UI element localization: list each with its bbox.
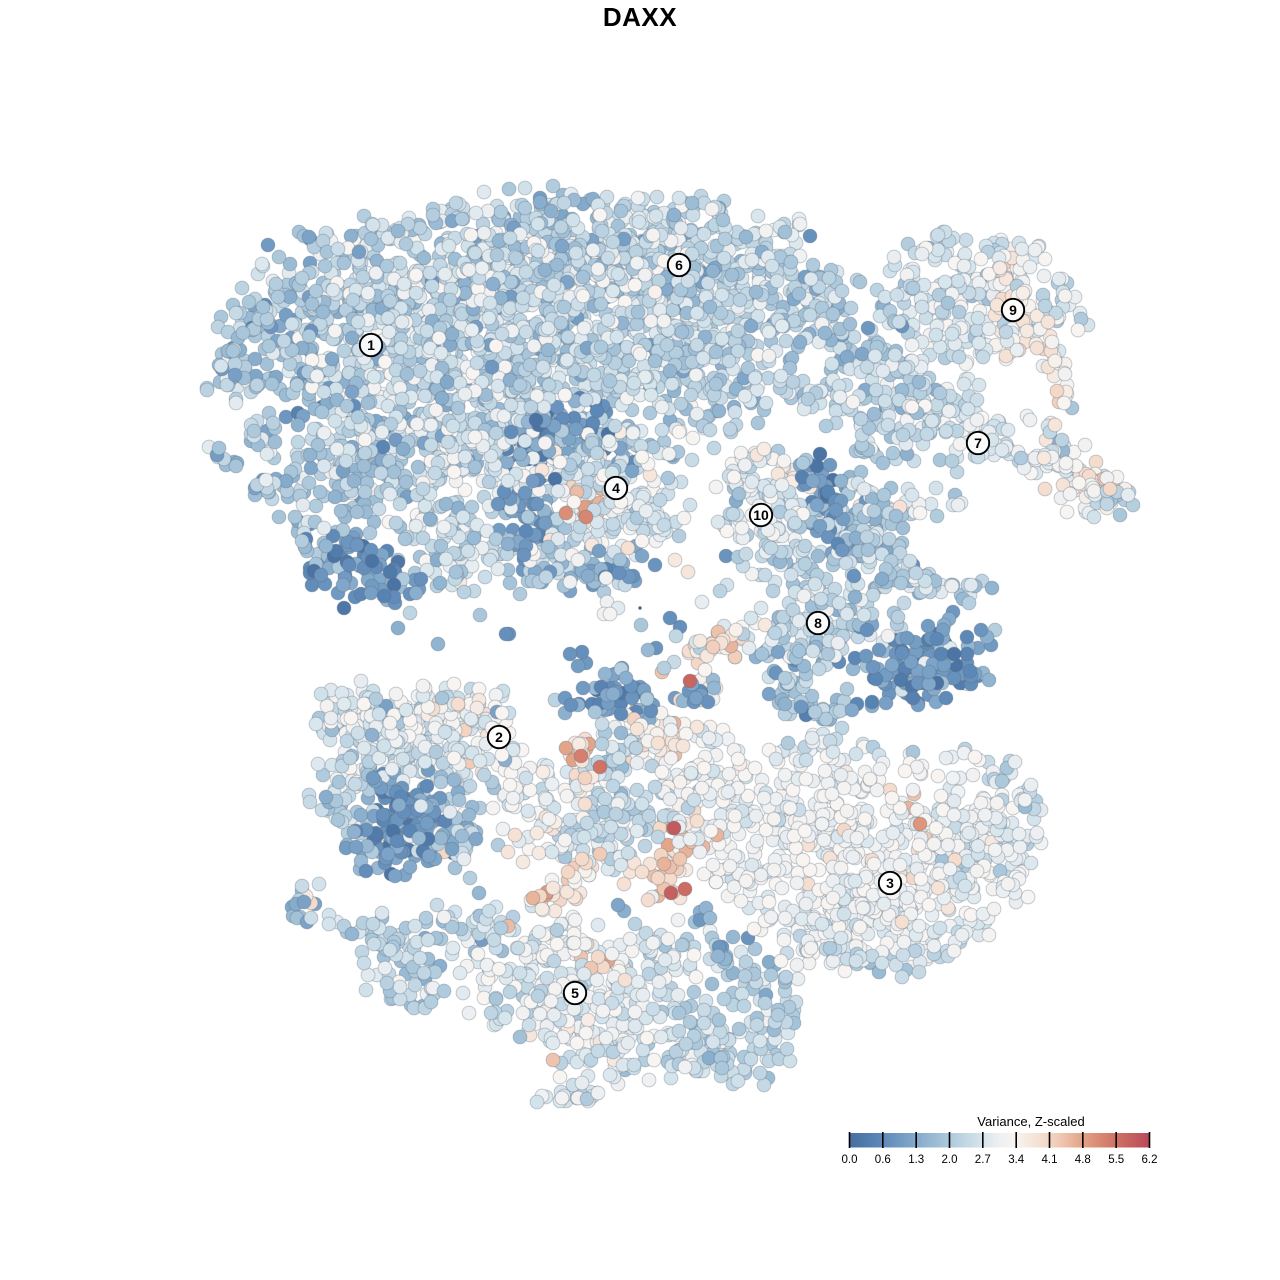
svg-text:DAXX: DAXX <box>603 2 677 32</box>
